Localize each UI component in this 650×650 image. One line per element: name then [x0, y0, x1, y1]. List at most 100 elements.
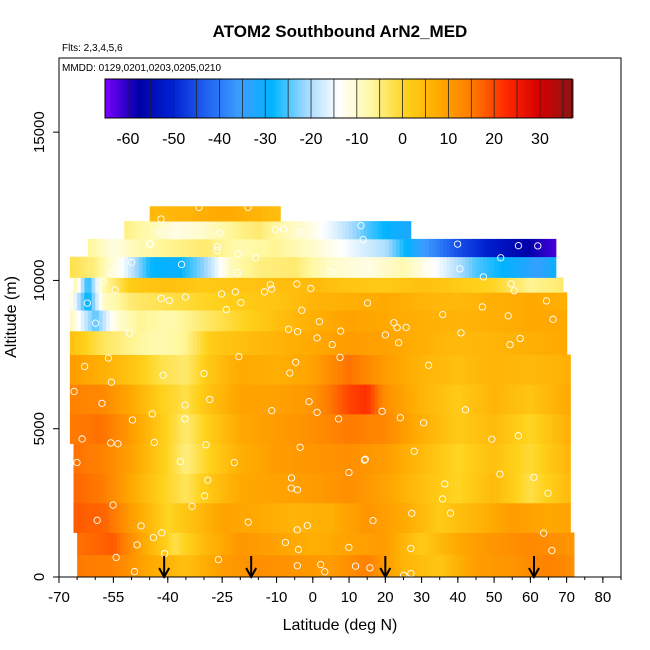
heatmap-cell: [439, 554, 444, 577]
heatmap-cell: [251, 554, 256, 577]
colorbar-swatch: [435, 79, 438, 118]
colorbar-swatch: [203, 79, 206, 118]
colorbar-swatch: [537, 79, 540, 118]
colorbar-swatch: [299, 79, 302, 118]
heatmap-cell: [156, 221, 162, 240]
heatmap-cell: [399, 310, 405, 332]
sample-circle: [488, 435, 496, 443]
heatmap-cell: [439, 292, 444, 311]
colorbar-swatch: [413, 79, 416, 118]
heatmap-cell: [515, 354, 521, 385]
heatmap-cell: [312, 554, 318, 577]
heatmap-cell: [120, 310, 125, 332]
heatmap-cell: [149, 532, 154, 556]
heatmap-cell: [327, 292, 332, 311]
colorbar-swatch: [465, 79, 468, 118]
heatmap-cell: [544, 277, 550, 293]
heatmap-cell: [432, 443, 437, 474]
sample-circle: [294, 545, 303, 554]
colorbar-swatch: [445, 79, 448, 118]
heatmap-cell: [138, 330, 143, 355]
heatmap-cell: [327, 473, 332, 504]
colorbar-swatch: [523, 79, 526, 118]
heatmap-cell: [526, 238, 531, 258]
heatmap-cell: [421, 413, 426, 444]
heatmap-cell: [175, 330, 180, 355]
heatmap-cell: [378, 310, 383, 332]
heatmap-cell: [508, 277, 513, 293]
heatmap-cell: [175, 310, 180, 332]
heatmap-cell: [320, 413, 325, 444]
heatmap-cell: [523, 532, 528, 556]
heatmap-cell: [345, 502, 350, 533]
heatmap-cell: [171, 532, 176, 556]
heatmap-cell: [432, 413, 437, 444]
heatmap-cell: [298, 413, 303, 444]
heatmap-cell: [262, 473, 267, 504]
heatmap-cell: [334, 502, 339, 533]
sample-circle: [202, 441, 210, 449]
heatmap-cell: [526, 554, 531, 577]
heatmap-cell: [425, 256, 430, 278]
colorbar-swatch: [291, 79, 294, 118]
heatmap-cell: [385, 330, 390, 355]
heatmap-cell: [193, 238, 198, 258]
heatmap-cell: [109, 354, 114, 385]
heatmap-cell: [367, 256, 372, 278]
heatmap-cell: [301, 330, 307, 355]
colorbar-swatch: [117, 79, 120, 118]
heatmap-cell: [367, 221, 372, 240]
colorbar-swatch: [289, 79, 292, 118]
heatmap-cell: [91, 554, 96, 577]
heatmap-cell: [425, 277, 430, 293]
heatmap-cell: [196, 384, 202, 415]
heatmap-cell: [258, 384, 263, 415]
sample-circle: [359, 235, 367, 244]
heatmap-cell: [436, 473, 441, 504]
colorbar-swatch: [211, 79, 214, 118]
heatmap-cell: [91, 238, 96, 258]
heatmap-cell: [272, 354, 278, 385]
heatmap-cell: [109, 330, 114, 355]
heatmap-cell: [272, 532, 278, 556]
heatmap-cell: [236, 256, 241, 278]
heatmap-cell: [439, 413, 444, 444]
heatmap-cell: [367, 443, 372, 474]
sample-circle: [461, 406, 470, 414]
heatmap-cell: [475, 413, 481, 444]
colorbar-swatch: [259, 79, 262, 118]
heatmap-cell: [229, 473, 234, 504]
x-tick-label: 80: [595, 589, 612, 606]
heatmap-cell: [508, 384, 513, 415]
heatmap-cell: [541, 443, 546, 474]
heatmap-cell: [475, 292, 481, 311]
heatmap-cell: [124, 502, 129, 533]
colorbar-swatch: [403, 79, 406, 118]
sample-circle: [446, 509, 455, 517]
heatmap-cell: [468, 384, 473, 415]
heatmap-cell: [233, 330, 238, 355]
heatmap-cell: [461, 256, 466, 278]
heatmap-cell: [109, 554, 114, 577]
heatmap-cell: [102, 384, 107, 415]
heatmap-cell: [479, 443, 484, 474]
heatmap-cell: [280, 238, 285, 258]
sample-circle: [544, 489, 552, 497]
heatmap-cell: [301, 310, 307, 332]
heatmap-cell: [483, 413, 488, 444]
heatmap-cell: [417, 413, 423, 444]
heatmap-cell: [537, 413, 542, 444]
heatmap-cell: [486, 354, 492, 385]
heatmap-cell: [73, 384, 78, 415]
heatmap-cell: [504, 554, 510, 577]
heatmap-cell: [294, 310, 299, 332]
heatmap-cell: [465, 310, 470, 332]
heatmap-cell: [330, 532, 336, 556]
heatmap-cell: [106, 277, 111, 293]
heatmap-cell: [175, 384, 180, 415]
heatmap-cell: [254, 238, 260, 258]
heatmap-cell: [454, 354, 459, 385]
heatmap-cell: [142, 354, 147, 385]
heatmap-cell: [566, 443, 571, 474]
heatmap-cell: [370, 354, 376, 385]
